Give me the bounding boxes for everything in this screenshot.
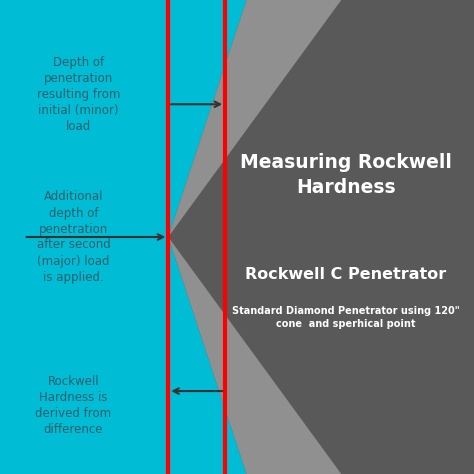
Text: Standard Diamond Penetrator using 120"
cone  and sperhical point: Standard Diamond Penetrator using 120" c… bbox=[232, 306, 460, 329]
Polygon shape bbox=[168, 0, 474, 474]
Text: Depth of
penetration
resulting from
initial (minor)
load: Depth of penetration resulting from init… bbox=[36, 56, 120, 133]
Text: Additional
depth of
penetration
after second
(major) load
is applied.: Additional depth of penetration after se… bbox=[36, 191, 110, 283]
Text: Rockwell
Hardness is
derived from
difference: Rockwell Hardness is derived from differ… bbox=[36, 375, 111, 436]
Polygon shape bbox=[168, 0, 341, 237]
Polygon shape bbox=[168, 237, 341, 474]
Text: Measuring Rockwell
Hardness: Measuring Rockwell Hardness bbox=[240, 154, 452, 197]
Text: Rockwell C Penetrator: Rockwell C Penetrator bbox=[246, 267, 447, 283]
